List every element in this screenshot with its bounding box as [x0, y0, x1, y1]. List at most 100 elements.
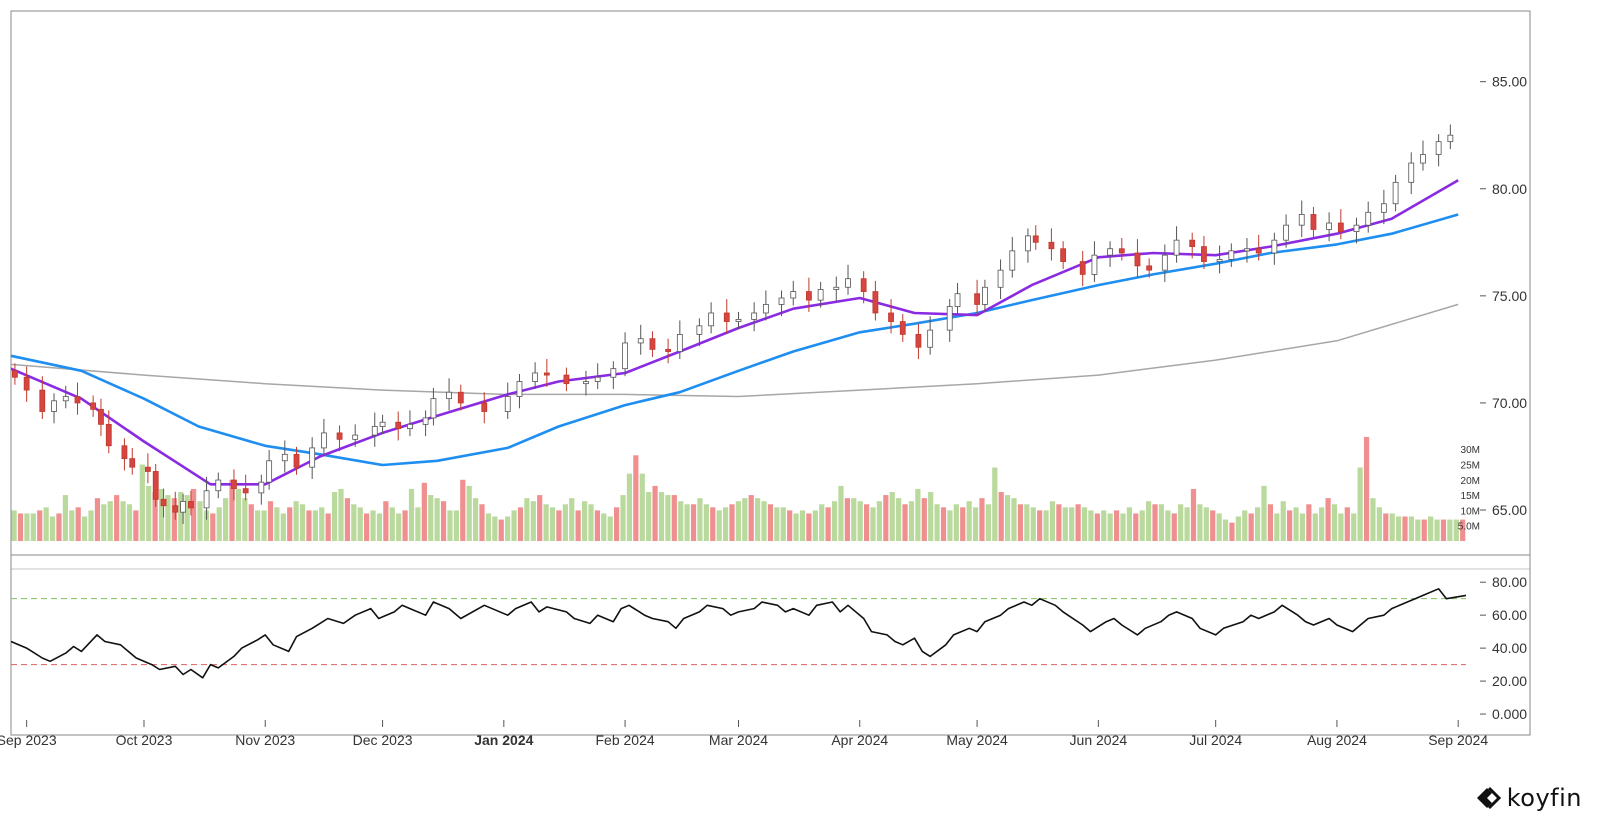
volume-bar	[299, 504, 306, 541]
candle	[751, 302, 758, 332]
volume-bar	[774, 507, 780, 541]
x-tick-label: Sep 2023	[0, 732, 57, 748]
candle	[723, 299, 730, 334]
volume-bar	[517, 507, 524, 541]
volume-bar	[146, 485, 152, 541]
candle	[954, 283, 961, 315]
candle	[51, 393, 57, 424]
rsi-tick-label: 80.00	[1492, 574, 1527, 590]
rsi-tick-label: 0.000	[1492, 706, 1527, 722]
volume-bar	[947, 510, 953, 541]
volume-bar	[1126, 507, 1132, 541]
volume-bar	[120, 501, 126, 541]
volume-bar	[447, 510, 453, 541]
volume-bar	[1120, 513, 1126, 541]
volume-bar	[1395, 516, 1402, 541]
volume-bar	[639, 473, 645, 541]
volume-bar	[735, 501, 742, 541]
volume-bar	[1203, 507, 1209, 541]
volume-bar	[1222, 519, 1229, 541]
volume-bar	[319, 507, 325, 541]
volume-bar	[594, 510, 600, 541]
candle	[309, 437, 316, 479]
price-tick-label: 70.00	[1492, 395, 1527, 411]
volume-bar	[799, 510, 806, 541]
volume-bar	[1408, 516, 1415, 541]
candle	[1025, 228, 1031, 263]
volume-bar	[210, 513, 216, 541]
candle	[845, 264, 851, 295]
candlesticks	[12, 124, 1454, 524]
volume-bar	[844, 498, 850, 541]
volume-bar	[280, 513, 286, 541]
candle	[1326, 212, 1333, 242]
volume-bar	[1190, 488, 1197, 541]
volume-bar	[242, 498, 248, 541]
candle	[1392, 174, 1399, 212]
volume-bar	[883, 495, 889, 541]
volume-bar	[415, 507, 421, 541]
candle	[1146, 258, 1153, 278]
volume-bar	[1447, 519, 1453, 541]
volume-bar	[819, 504, 825, 541]
volume-bars	[11, 436, 1466, 541]
candle	[152, 463, 159, 507]
volume-bar	[511, 510, 517, 541]
volume-bar	[1017, 504, 1024, 541]
volume-bar	[863, 504, 870, 541]
volume-bar	[1274, 513, 1280, 541]
candle	[1091, 241, 1098, 282]
volume-bar	[1024, 504, 1030, 541]
volume-bar	[620, 495, 626, 541]
x-tick-label: Oct 2023	[116, 732, 173, 748]
volume-bar	[748, 495, 754, 541]
volume-bar	[1261, 485, 1267, 541]
volume-bar	[1428, 516, 1434, 541]
candle	[430, 387, 437, 426]
volume-bar	[229, 479, 235, 541]
volume-bar	[216, 507, 222, 541]
long-moving-average	[10, 303, 1459, 398]
volume-bar	[325, 513, 331, 541]
volume-bar	[915, 488, 921, 541]
volume-bar	[530, 501, 536, 541]
rsi-line	[10, 588, 1467, 679]
volume-bar	[1210, 510, 1216, 541]
volume-bar	[1363, 436, 1370, 541]
candle	[1048, 228, 1055, 261]
candle	[806, 277, 812, 312]
volume-bar	[306, 510, 312, 541]
volume-bar	[396, 513, 402, 541]
volume-tick-label: 25M	[1461, 460, 1480, 471]
volume-bar	[889, 492, 895, 541]
volume-bar	[1197, 504, 1203, 541]
candle	[676, 320, 683, 360]
volume-bar	[344, 498, 351, 541]
candle	[1032, 225, 1039, 250]
volume-bar	[992, 467, 998, 541]
volume-bar	[37, 510, 43, 541]
x-tick-label: Nov 2023	[235, 732, 295, 748]
volume-bar	[1107, 513, 1113, 541]
volume-bar	[1370, 498, 1376, 541]
volume-bar	[428, 495, 434, 541]
volume-bar	[1312, 513, 1318, 541]
candle	[12, 363, 18, 385]
volume-bar	[248, 504, 254, 541]
volume-bar	[755, 498, 761, 541]
volume-bar	[934, 504, 940, 541]
candle	[121, 438, 128, 471]
volume-bar	[75, 507, 81, 541]
rsi-tick-label: 60.00	[1492, 607, 1527, 623]
volume-bar	[235, 488, 242, 541]
volume-bar	[434, 498, 440, 541]
volume-tick-label: 10M	[1461, 506, 1480, 517]
candle	[1244, 238, 1250, 263]
x-tick-label: Sep 2024	[1428, 732, 1488, 748]
x-tick-label: Apr 2024	[831, 732, 888, 748]
short-ma-line	[10, 179, 1459, 486]
volume-bar	[716, 510, 722, 541]
candle	[563, 367, 570, 392]
volume-bar	[421, 482, 427, 541]
volume-bar	[1338, 513, 1344, 541]
